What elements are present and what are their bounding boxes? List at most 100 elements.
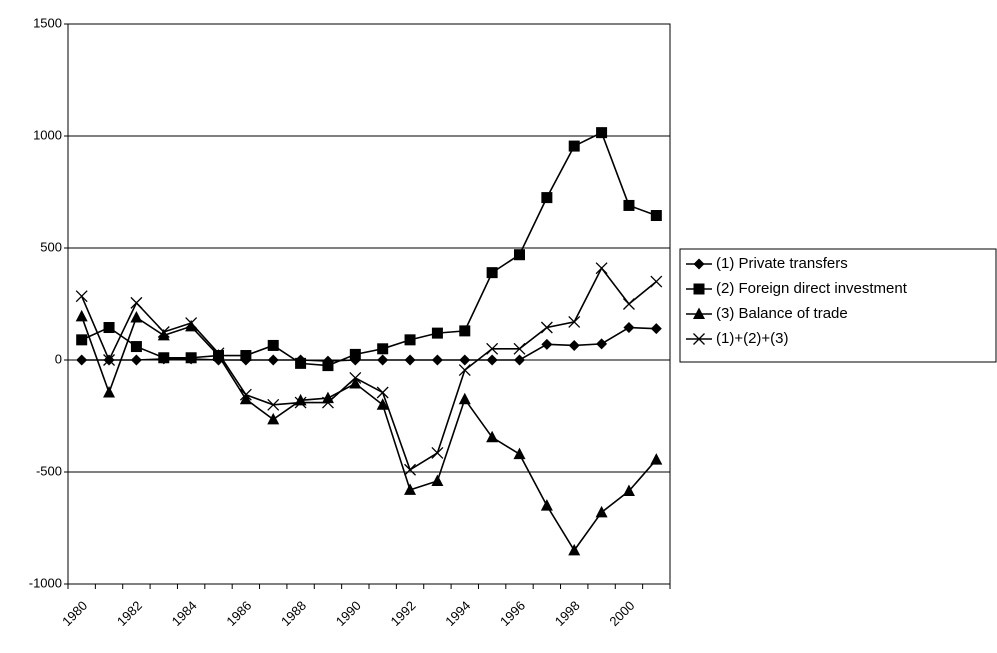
square-marker <box>404 334 416 346</box>
x-marker <box>376 386 389 399</box>
diamond-marker <box>267 354 279 366</box>
square-marker <box>76 334 88 346</box>
square-marker <box>568 140 580 152</box>
legend-marker <box>693 258 705 270</box>
diamond-marker <box>404 354 416 366</box>
diamond-marker <box>541 338 553 350</box>
x-tick-label: 1982 <box>114 598 145 629</box>
diamond-marker <box>568 339 580 351</box>
diamond-marker <box>130 354 142 366</box>
square-marker <box>541 192 553 204</box>
triangle-marker <box>595 505 608 518</box>
x-marker <box>349 371 362 384</box>
x-tick-label: 2000 <box>606 598 637 629</box>
x-tick-label: 1992 <box>388 598 419 629</box>
x-marker <box>650 275 663 288</box>
x-tick-label: 1998 <box>552 598 583 629</box>
x-marker <box>130 296 143 309</box>
square-marker <box>349 348 361 360</box>
diamond-marker <box>431 354 443 366</box>
triangle-marker <box>130 310 143 323</box>
x-tick-label: 1990 <box>333 598 364 629</box>
x-tick-label: 1988 <box>278 598 309 629</box>
legend-label: (3) Balance of trade <box>716 305 848 322</box>
x-marker <box>568 315 581 328</box>
x-marker <box>294 396 307 409</box>
square-marker <box>431 327 443 339</box>
legend-marker <box>693 283 705 295</box>
y-tick-label: 500 <box>40 239 62 254</box>
square-marker <box>130 341 142 353</box>
square-marker <box>267 339 279 351</box>
x-tick-label: 1996 <box>497 598 528 629</box>
square-marker <box>322 360 334 372</box>
triangle-marker <box>321 391 334 404</box>
triangle-marker <box>513 447 526 460</box>
square-marker <box>185 352 197 364</box>
legend-marker <box>693 333 705 345</box>
triangle-marker <box>431 474 444 486</box>
series-line <box>81 131 657 367</box>
x-marker <box>404 463 417 476</box>
triangle-marker <box>157 328 170 341</box>
x-marker <box>486 342 499 355</box>
x-marker <box>75 290 88 303</box>
x-tick-label: 1986 <box>223 598 254 629</box>
x-marker <box>321 396 334 409</box>
square-marker <box>623 199 635 211</box>
triangle-marker <box>568 543 581 556</box>
x-marker <box>513 342 526 355</box>
diamond-marker <box>514 354 525 366</box>
x-marker <box>103 354 116 366</box>
legend-label: (2) Foreign direct investment <box>716 280 908 297</box>
x-marker <box>185 317 198 329</box>
triangle-marker <box>458 392 471 405</box>
series-line <box>81 326 657 362</box>
x-tick-label: 1980 <box>59 598 90 629</box>
diamond-marker <box>650 323 662 335</box>
square-marker <box>486 267 498 279</box>
triangle-marker <box>650 453 663 465</box>
triangle-marker <box>239 392 252 405</box>
y-tick-label: 1000 <box>33 127 62 142</box>
diamond-marker <box>486 354 498 366</box>
series-line <box>80 316 657 552</box>
x-marker <box>157 326 170 338</box>
diamond-marker <box>459 354 471 366</box>
diamond-marker <box>623 322 635 334</box>
diamond-marker <box>596 338 608 350</box>
plot-frame <box>67 23 671 585</box>
triangle-marker <box>267 412 280 425</box>
triangle-marker <box>404 483 417 495</box>
x-marker <box>212 347 225 360</box>
square-marker <box>650 210 662 222</box>
x-marker <box>540 321 553 334</box>
x-marker <box>595 262 608 275</box>
square-marker <box>514 249 525 261</box>
legend-label: (1) Private transfers <box>716 255 848 272</box>
square-marker <box>459 325 471 337</box>
series-line <box>80 266 657 471</box>
triangle-marker <box>185 319 198 332</box>
square-marker <box>240 350 252 362</box>
triangle-marker <box>103 385 116 398</box>
y-tick-label: -500 <box>36 463 62 478</box>
triangle-marker <box>75 309 88 322</box>
triangle-marker <box>349 377 362 389</box>
y-tick-label: 1500 <box>33 15 62 30</box>
legend-label: (1)+(2)+(3) <box>716 330 789 347</box>
square-marker <box>596 127 608 139</box>
x-tick-label: 1984 <box>169 598 200 629</box>
diamond-marker <box>76 354 88 366</box>
x-marker <box>458 364 471 377</box>
triangle-marker <box>486 430 499 443</box>
x-tick-label: 1994 <box>442 598 473 629</box>
legend-box <box>679 248 997 363</box>
x-marker <box>622 298 635 310</box>
y-tick-label: 0 <box>55 351 62 366</box>
square-marker <box>158 352 170 364</box>
y-tick-label: -1000 <box>29 575 62 590</box>
x-marker <box>267 398 280 411</box>
x-marker <box>431 447 444 459</box>
